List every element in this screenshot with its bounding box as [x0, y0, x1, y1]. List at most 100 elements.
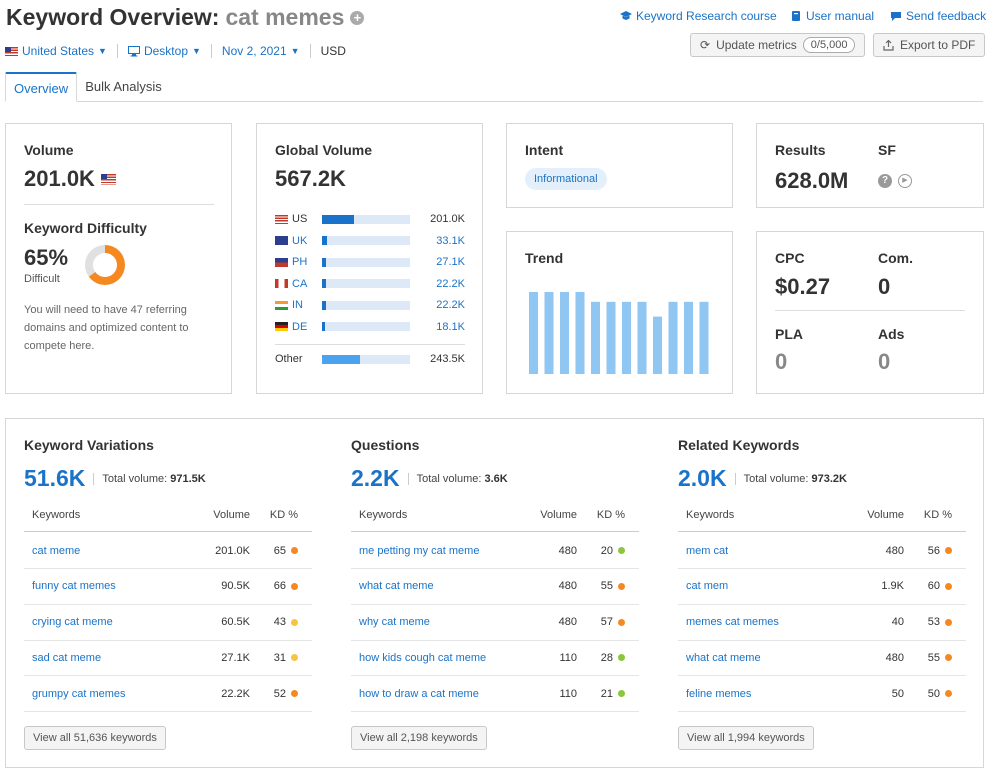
- keyword-link[interactable]: what cat meme: [686, 651, 761, 664]
- keyword-link[interactable]: how kids cough cat meme: [359, 651, 487, 664]
- keyword-link[interactable]: cat meme: [32, 544, 81, 557]
- other-label: Other: [275, 353, 303, 365]
- section-count[interactable]: 51.6K: [24, 465, 86, 491]
- pla-value: 0: [775, 349, 788, 374]
- add-icon[interactable]: +: [350, 11, 365, 25]
- column-kd[interactable]: KD %: [269, 509, 298, 521]
- currency-label: USD: [320, 44, 346, 58]
- keyword-link[interactable]: memes cat memes: [686, 616, 779, 629]
- de-flag-icon: [275, 322, 288, 331]
- desktop-icon: [127, 45, 140, 56]
- keyword-link[interactable]: funny cat memes: [32, 580, 116, 593]
- kd-dot: [618, 618, 625, 626]
- country-row: US 201.0K: [275, 213, 465, 225]
- kd-dot: [291, 654, 298, 662]
- keyword-link[interactable]: what cat meme: [359, 580, 434, 593]
- column-volume[interactable]: Volume: [213, 509, 250, 521]
- country-row[interactable]: CA 22.2K: [275, 278, 465, 290]
- keyword-link[interactable]: why cat meme: [359, 616, 430, 629]
- kd-value: 21: [600, 687, 613, 700]
- section-summary: 2.0K Total volume: 973.2K: [678, 465, 847, 492]
- kd-dot: [945, 654, 952, 662]
- country-row[interactable]: DE 18.1K: [275, 321, 465, 333]
- kd-value: 31: [273, 651, 286, 664]
- keyword-link[interactable]: me petting my cat meme: [359, 544, 480, 557]
- column-keywords[interactable]: Keywords: [686, 509, 735, 521]
- play-icon[interactable]: ▶: [898, 174, 912, 188]
- tab-bulk-analysis[interactable]: Bulk Analysis: [85, 79, 162, 94]
- country-row[interactable]: PH 27.1K: [275, 256, 465, 268]
- device-select[interactable]: Desktop ▼: [127, 44, 201, 58]
- section-count[interactable]: 2.0K: [678, 465, 727, 491]
- keyword-link[interactable]: how to draw a cat meme: [359, 687, 479, 700]
- keyword-link[interactable]: crying cat meme: [32, 616, 113, 629]
- export-pdf-button[interactable]: Export to PDF: [873, 33, 986, 57]
- column-kd[interactable]: KD %: [923, 509, 952, 521]
- update-metrics-count: 0/5,000: [802, 37, 856, 53]
- country-value: 33.1K: [436, 234, 465, 247]
- update-metrics-label: Update metrics: [716, 38, 797, 52]
- keyword-link[interactable]: feline memes: [686, 687, 752, 700]
- kd-value: 55: [927, 651, 940, 664]
- keyword-difficulty-label: Keyword Difficulty: [24, 220, 147, 236]
- keyword-difficulty: 53: [904, 616, 960, 628]
- results-label: Results: [775, 142, 826, 158]
- total-volume-label: Total volume:: [416, 472, 482, 485]
- keyword-link[interactable]: cat mem: [686, 580, 729, 593]
- global-volume-card: Global Volume 567.2K Other 243.5K US 201.…: [256, 123, 483, 394]
- volume-value: 201.0K: [24, 166, 95, 191]
- table-row: how to draw a cat meme 110 21: [351, 676, 639, 713]
- keyword-volume: 50: [891, 687, 904, 700]
- tab-overview[interactable]: Overview: [5, 72, 78, 102]
- table-header: Keywords Volume KD %: [351, 499, 639, 532]
- column-volume[interactable]: Volume: [867, 509, 904, 521]
- keyword-volume: 1.9K: [881, 580, 904, 593]
- country-row[interactable]: UK 33.1K: [275, 235, 465, 247]
- column-volume[interactable]: Volume: [540, 509, 577, 521]
- view-all-button[interactable]: View all 1,994 keywords: [678, 726, 814, 750]
- date-select[interactable]: Nov 2, 2021 ▼: [222, 44, 300, 58]
- total-volume-value: 3.6K: [484, 472, 508, 485]
- trend-bar: [529, 292, 538, 374]
- section-count[interactable]: 2.2K: [351, 465, 400, 491]
- table-row: sad cat meme 27.1K 31: [24, 640, 312, 677]
- keyword-difficulty-value: 65%: [24, 245, 69, 270]
- column-keywords[interactable]: Keywords: [359, 509, 408, 521]
- table-row: cat meme 201.0K 65: [24, 533, 312, 569]
- update-metrics-button[interactable]: ⟳ Update metrics 0/5,000: [690, 33, 866, 57]
- keyword-link[interactable]: grumpy cat memes: [32, 687, 126, 700]
- trend-bar: [653, 316, 662, 374]
- country-row-other: Other 243.5K: [275, 353, 465, 365]
- keyword-link[interactable]: mem cat: [686, 544, 729, 557]
- keyword-volume: 40: [891, 616, 904, 629]
- country-code: CA: [292, 277, 308, 290]
- country-select[interactable]: United States ▼: [5, 44, 107, 58]
- table-header: Keywords Volume KD %: [678, 499, 966, 532]
- volume-label: Volume: [24, 142, 74, 158]
- column-keywords[interactable]: Keywords: [32, 509, 81, 521]
- country-bar-fill: [322, 279, 326, 288]
- other-bar: [322, 354, 410, 364]
- user-manual-link[interactable]: User manual: [790, 9, 874, 23]
- kd-value: 28: [600, 651, 613, 664]
- country-row[interactable]: IN 22.2K: [275, 299, 465, 311]
- competition-label: Com.: [878, 250, 913, 266]
- country-bar: [322, 279, 410, 288]
- global-volume-value: 567.2K: [275, 166, 346, 191]
- view-all-button[interactable]: View all 2,198 keywords: [351, 726, 487, 750]
- keyword-link[interactable]: sad cat meme: [32, 651, 102, 664]
- send-feedback-link[interactable]: Send feedback: [890, 9, 986, 23]
- page-title-keyword: cat memes: [225, 4, 345, 30]
- section-title: Keyword Variations: [24, 437, 154, 453]
- keyword-research-course-link[interactable]: Keyword Research course: [620, 9, 777, 23]
- trend-bar: [560, 292, 569, 374]
- export-icon: [883, 39, 894, 51]
- divider: [309, 44, 311, 58]
- column-kd[interactable]: KD %: [596, 509, 625, 521]
- trend-chart: [529, 292, 709, 374]
- view-all-button[interactable]: View all 51,636 keywords: [24, 726, 166, 750]
- book-icon: [792, 11, 800, 21]
- help-icon[interactable]: ?: [878, 174, 892, 188]
- cpc-label: CPC: [775, 250, 805, 266]
- intent-card: Intent Informational: [506, 123, 733, 208]
